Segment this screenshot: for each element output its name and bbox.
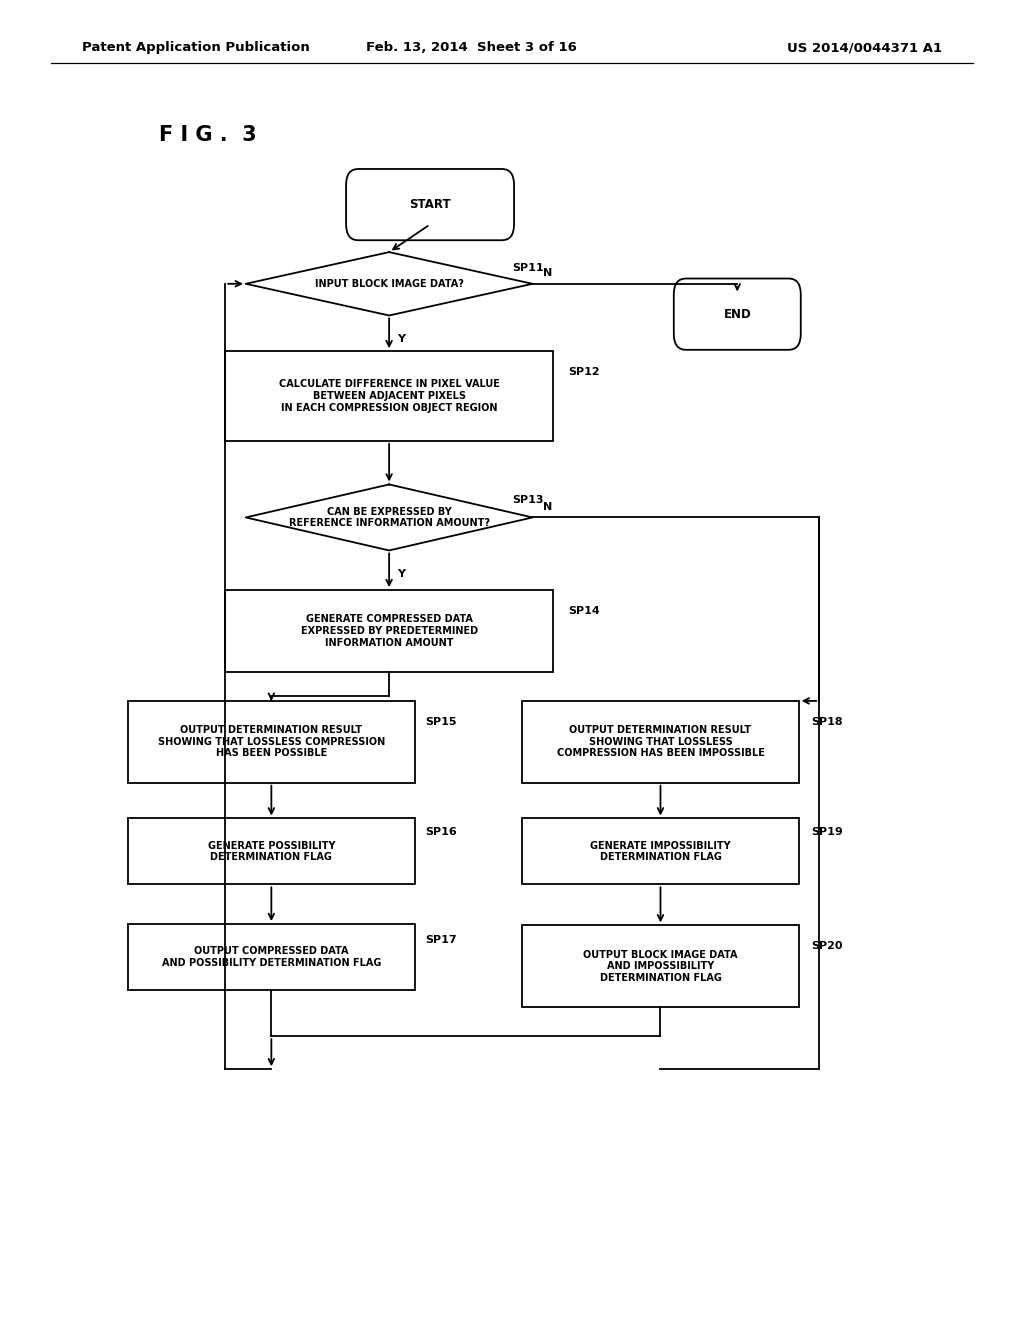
Text: OUTPUT DETERMINATION RESULT
SHOWING THAT LOSSLESS
COMPRESSION HAS BEEN IMPOSSIBL: OUTPUT DETERMINATION RESULT SHOWING THAT… xyxy=(556,725,765,759)
Bar xyxy=(522,701,799,783)
Text: CAN BE EXPRESSED BY
REFERENCE INFORMATION AMOUNT?: CAN BE EXPRESSED BY REFERENCE INFORMATIO… xyxy=(289,507,489,528)
Text: START: START xyxy=(410,198,451,211)
Text: END: END xyxy=(723,308,752,321)
Text: SP20: SP20 xyxy=(811,941,843,952)
Text: INPUT BLOCK IMAGE DATA?: INPUT BLOCK IMAGE DATA? xyxy=(314,279,464,289)
Text: SP12: SP12 xyxy=(568,367,600,378)
Text: Feb. 13, 2014  Sheet 3 of 16: Feb. 13, 2014 Sheet 3 of 16 xyxy=(366,41,577,54)
Text: SP14: SP14 xyxy=(568,606,600,616)
Text: N: N xyxy=(543,268,552,279)
Bar xyxy=(128,818,415,884)
Bar xyxy=(128,924,415,990)
Text: OUTPUT DETERMINATION RESULT
SHOWING THAT LOSSLESS COMPRESSION
HAS BEEN POSSIBLE: OUTPUT DETERMINATION RESULT SHOWING THAT… xyxy=(158,725,385,759)
Text: OUTPUT BLOCK IMAGE DATA
AND IMPOSSIBILITY
DETERMINATION FLAG: OUTPUT BLOCK IMAGE DATA AND IMPOSSIBILIT… xyxy=(584,949,737,983)
Text: SP19: SP19 xyxy=(811,826,843,837)
Text: CALCULATE DIFFERENCE IN PIXEL VALUE
BETWEEN ADJACENT PIXELS
IN EACH COMPRESSION : CALCULATE DIFFERENCE IN PIXEL VALUE BETW… xyxy=(279,379,500,413)
Bar xyxy=(225,351,553,441)
Text: SP17: SP17 xyxy=(425,935,457,945)
Text: SP11: SP11 xyxy=(512,263,544,273)
Text: N: N xyxy=(543,502,552,512)
Text: Y: Y xyxy=(397,569,406,579)
FancyBboxPatch shape xyxy=(346,169,514,240)
Text: SP13: SP13 xyxy=(512,495,544,506)
Text: GENERATE COMPRESSED DATA
EXPRESSED BY PREDETERMINED
INFORMATION AMOUNT: GENERATE COMPRESSED DATA EXPRESSED BY PR… xyxy=(301,614,477,648)
Text: SP15: SP15 xyxy=(425,717,457,727)
Text: SP18: SP18 xyxy=(811,717,843,727)
Text: F I G .  3: F I G . 3 xyxy=(159,124,256,145)
Bar xyxy=(225,590,553,672)
Text: Y: Y xyxy=(397,334,406,345)
Text: GENERATE IMPOSSIBILITY
DETERMINATION FLAG: GENERATE IMPOSSIBILITY DETERMINATION FLA… xyxy=(590,841,731,862)
Text: Patent Application Publication: Patent Application Publication xyxy=(82,41,309,54)
Polygon shape xyxy=(246,484,532,550)
Bar xyxy=(522,925,799,1007)
FancyBboxPatch shape xyxy=(674,279,801,350)
Text: OUTPUT COMPRESSED DATA
AND POSSIBILITY DETERMINATION FLAG: OUTPUT COMPRESSED DATA AND POSSIBILITY D… xyxy=(162,946,381,968)
Polygon shape xyxy=(246,252,532,315)
Text: US 2014/0044371 A1: US 2014/0044371 A1 xyxy=(787,41,942,54)
Text: SP16: SP16 xyxy=(425,826,457,837)
Text: GENERATE POSSIBILITY
DETERMINATION FLAG: GENERATE POSSIBILITY DETERMINATION FLAG xyxy=(208,841,335,862)
Bar xyxy=(128,701,415,783)
Bar xyxy=(522,818,799,884)
